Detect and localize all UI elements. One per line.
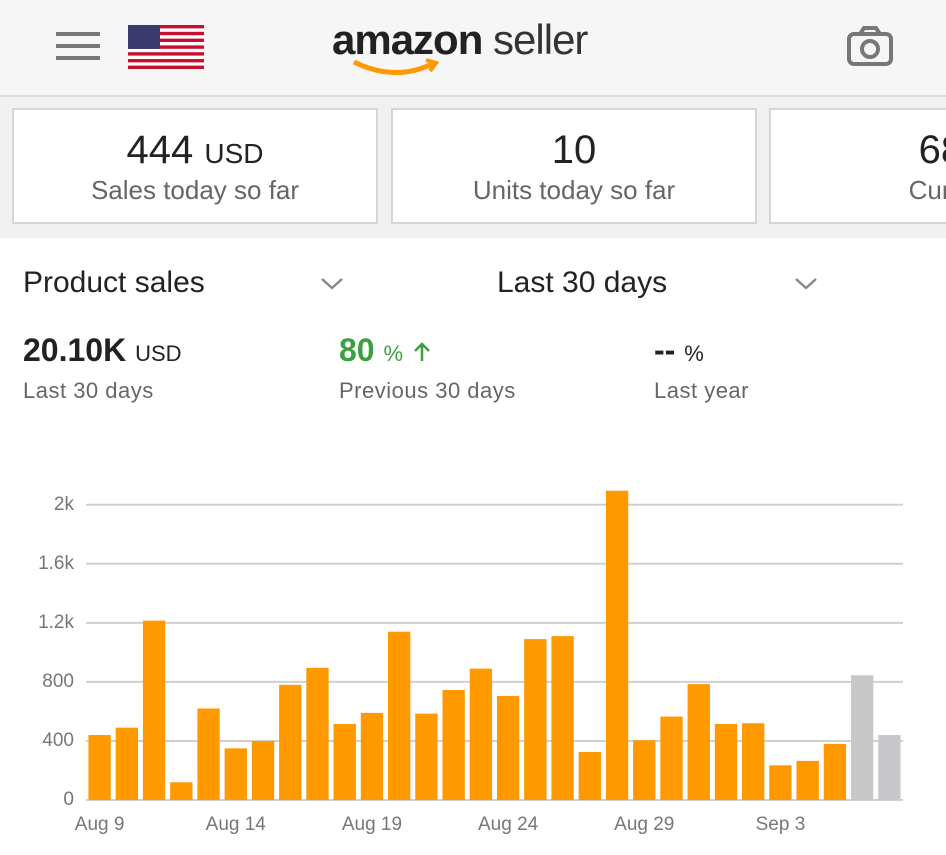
logo-smile <box>352 58 440 75</box>
bar <box>170 782 193 800</box>
bar <box>224 748 247 800</box>
summary-unit: USD <box>135 341 182 366</box>
bar <box>388 631 411 800</box>
summary-value: -- <box>654 332 676 368</box>
bar <box>142 620 166 800</box>
kpi-card[interactable]: 444 USD Sales today so far <box>12 108 378 224</box>
bar <box>115 727 139 800</box>
x-tick-label: Aug 19 <box>342 814 402 835</box>
bar <box>551 636 574 800</box>
logo-brand: amazon <box>332 16 483 63</box>
logo-suffix: seller <box>493 16 588 63</box>
y-tick-label: 400 <box>42 730 74 751</box>
bar <box>415 713 438 800</box>
y-tick-label: 800 <box>42 671 74 692</box>
bar <box>687 684 710 800</box>
summary-value: 20.10K <box>23 332 127 368</box>
bar <box>742 723 765 800</box>
metric-select[interactable]: Product sales <box>23 266 205 299</box>
y-tick-label: 2k <box>54 494 75 515</box>
up-arrow <box>414 342 430 361</box>
bar <box>796 760 819 800</box>
bar <box>850 675 874 800</box>
y-tick-label: 1.2k <box>38 612 74 633</box>
x-tick-label: Sep 3 <box>756 814 806 835</box>
summary-value-row: 20.10K USD <box>23 332 182 369</box>
summary-label: Previous 30 days <box>339 378 516 403</box>
bar <box>306 667 329 800</box>
bar <box>769 765 792 800</box>
kpi-card[interactable]: 688 Current <box>769 108 946 224</box>
summary-unit: % <box>684 341 704 366</box>
bar <box>524 639 547 800</box>
y-tick-label: 0 <box>63 789 74 810</box>
bar <box>496 695 520 800</box>
period-chevron[interactable] <box>794 276 818 292</box>
x-tick-label: Aug 9 <box>75 814 125 835</box>
bar <box>333 723 356 800</box>
camera-button[interactable] <box>846 25 894 67</box>
kpi-value: 444 <box>126 128 194 172</box>
menu-button[interactable] <box>56 30 100 62</box>
summary-label: Last 30 days <box>23 378 154 403</box>
bar <box>360 712 384 800</box>
bar <box>88 735 111 800</box>
bar <box>578 752 601 800</box>
summary-unit: % <box>383 341 404 366</box>
kpi-label: Units today so far <box>472 175 676 205</box>
kpi-label: Sales today so far <box>90 175 300 205</box>
x-tick-label: Aug 29 <box>614 814 674 835</box>
bar <box>605 490 629 800</box>
bar <box>660 716 683 800</box>
y-tick-label: 1.6k <box>38 553 74 574</box>
bar <box>442 690 465 800</box>
summary-label: Last year <box>654 378 749 403</box>
bar <box>823 743 847 800</box>
summary-value-row: 80 % <box>339 332 432 369</box>
sales-chart: 0 400 800 1.2k 1.6k 2k Aug 9 Aug 14 Aug 19 Aug 24… <box>38 490 903 835</box>
bar <box>878 735 901 800</box>
metric-chevron[interactable] <box>320 276 344 292</box>
kpi-band: 444 USD Sales today so far 10 Units toda… <box>0 97 946 238</box>
bar <box>714 723 738 800</box>
x-tick-label: Aug 14 <box>206 814 267 835</box>
x-tick-label: Aug 24 <box>478 814 539 835</box>
kpi-label: Current <box>908 175 946 205</box>
bar <box>251 740 275 800</box>
app-header: amazon seller <box>0 0 946 97</box>
summary-value-row: -- % <box>654 332 704 369</box>
kpi-unit: USD <box>204 138 264 169</box>
country-flag[interactable] <box>128 25 204 69</box>
kpi-card[interactable]: 10 Units today so far <box>391 108 757 224</box>
logo: amazon seller <box>332 16 588 64</box>
kpi-value-row: 444 USD <box>14 128 376 173</box>
summary-value: 80 <box>339 332 375 368</box>
kpi-value: 10 <box>551 128 597 172</box>
bar <box>469 668 493 800</box>
kpi-value: 688 <box>918 128 946 172</box>
bar <box>633 740 656 800</box>
period-select[interactable]: Last 30 days <box>497 266 668 299</box>
bar <box>279 684 302 800</box>
bar <box>197 708 220 800</box>
